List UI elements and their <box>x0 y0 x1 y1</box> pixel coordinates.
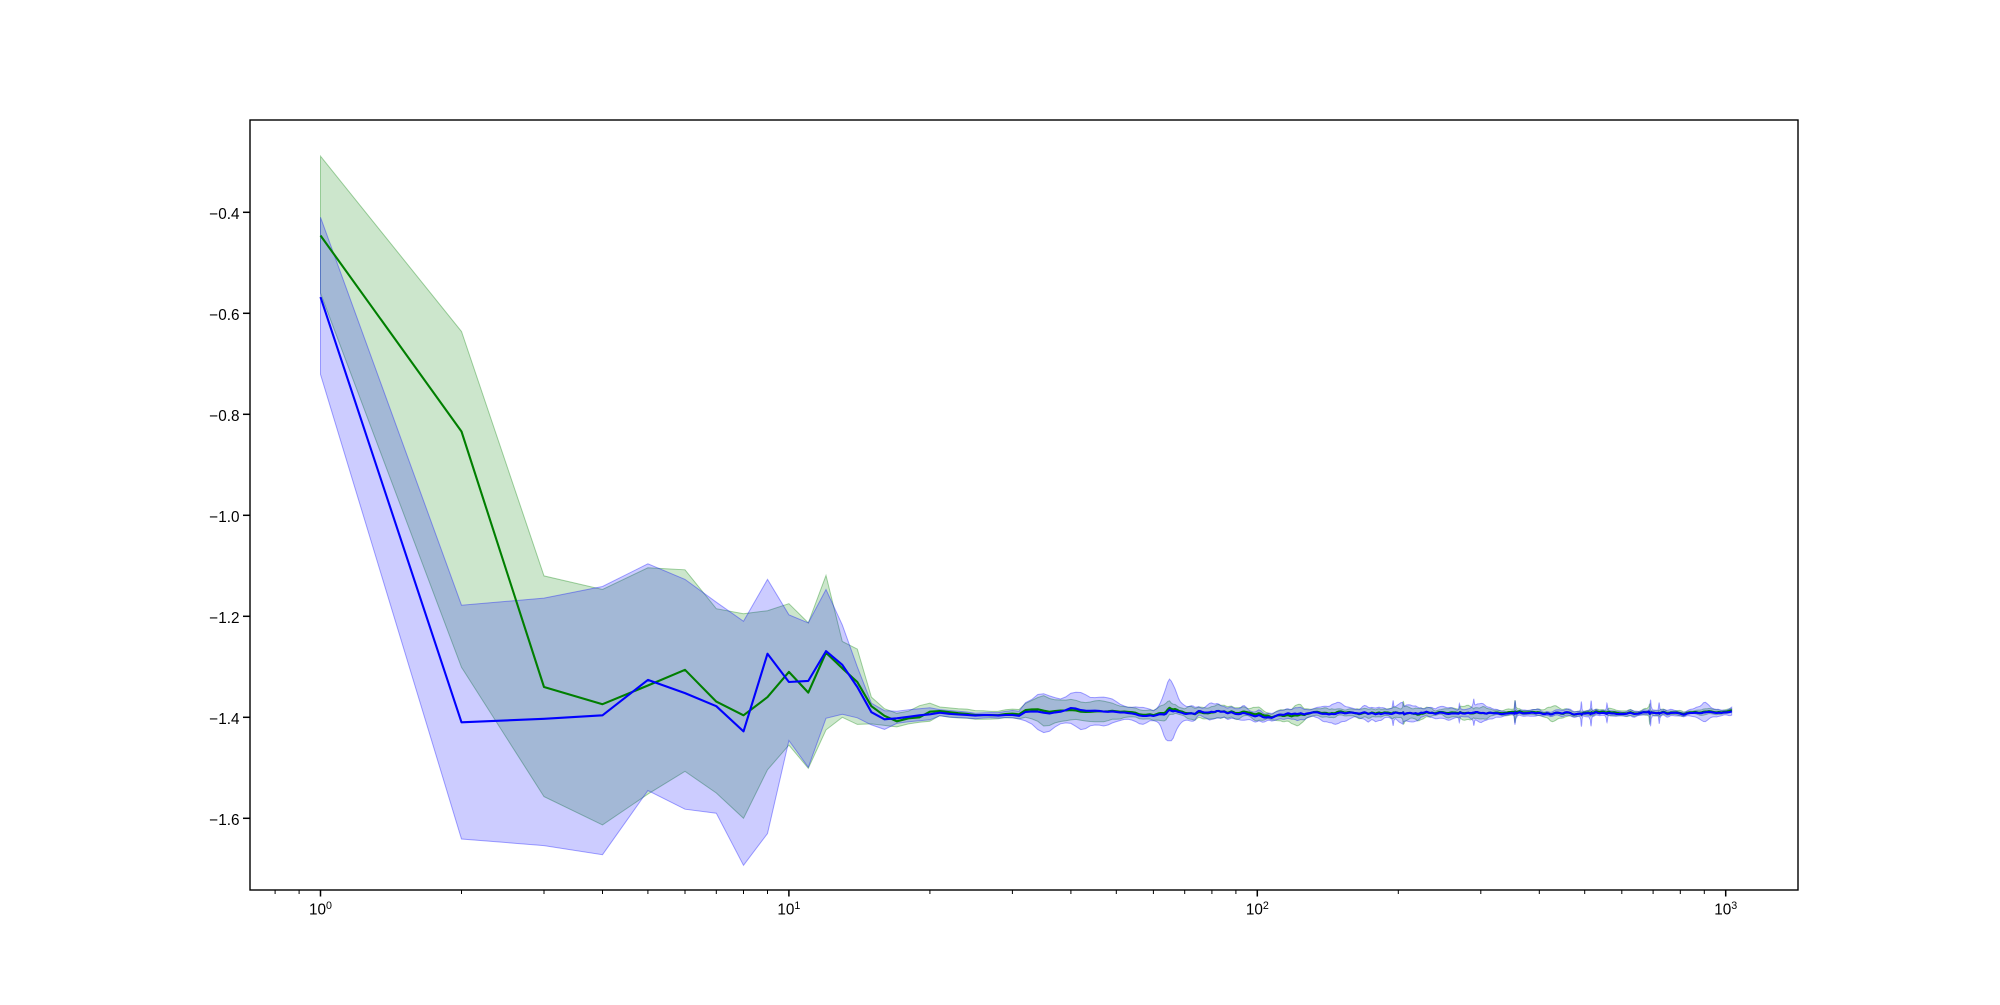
svg-text:−1.2: −1.2 <box>209 610 239 627</box>
svg-text:−1.4: −1.4 <box>209 711 240 728</box>
svg-text:−1.0: −1.0 <box>209 509 239 526</box>
svg-text:−0.4: −0.4 <box>209 206 240 223</box>
svg-text:−0.6: −0.6 <box>209 307 239 324</box>
svg-text:−0.8: −0.8 <box>209 408 239 425</box>
svg-text:−1.6: −1.6 <box>209 812 239 829</box>
